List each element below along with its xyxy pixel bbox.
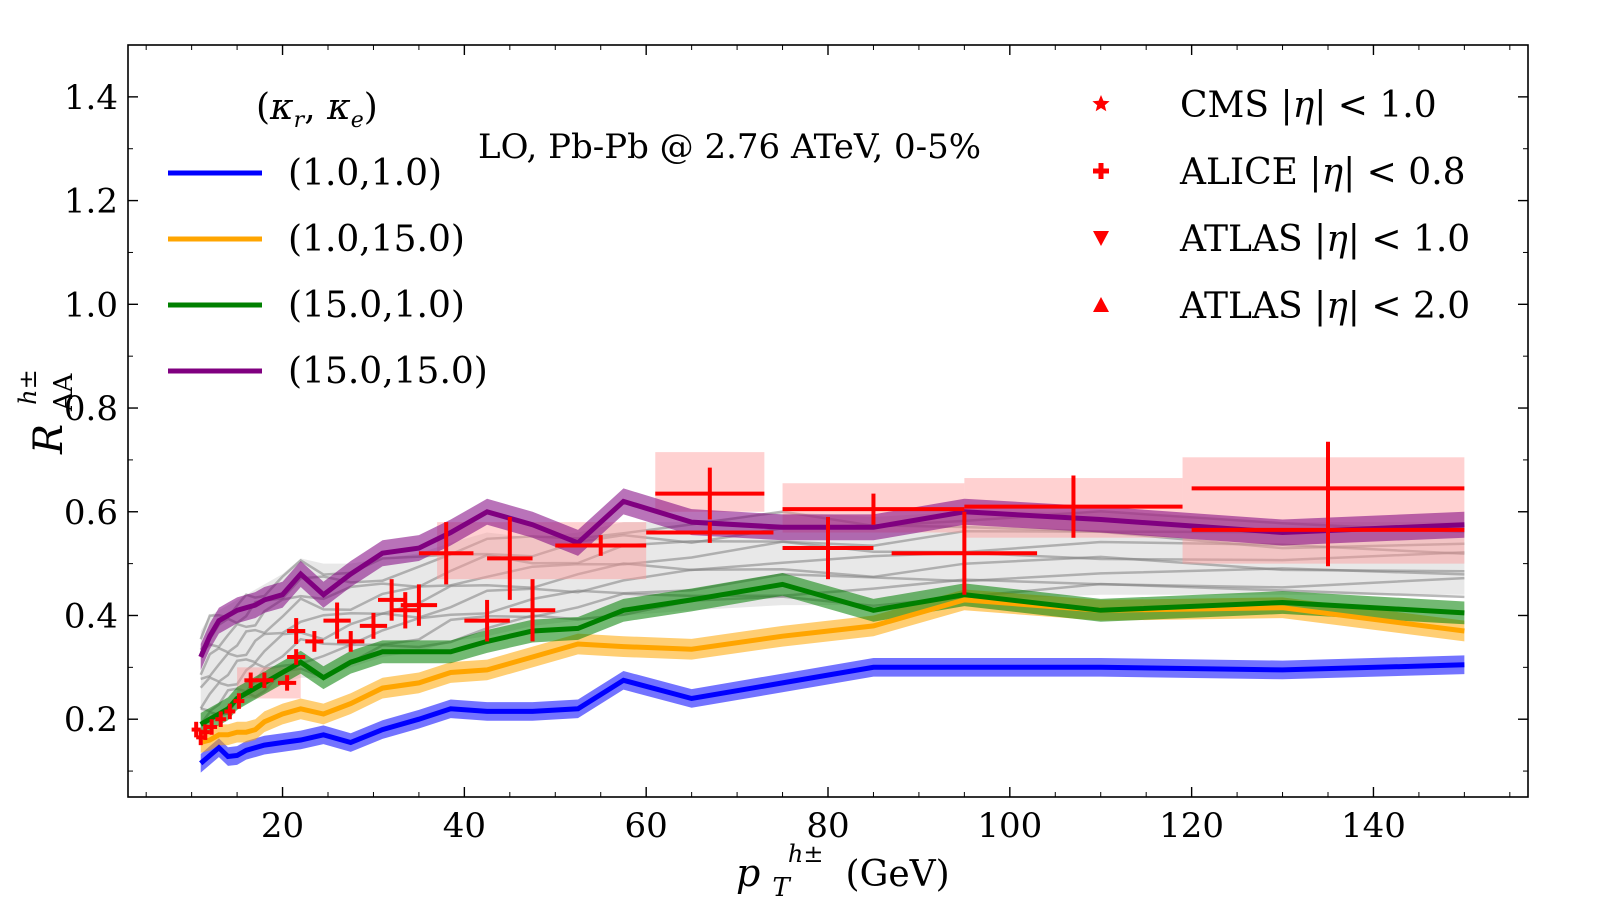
data-point	[400, 584, 438, 626]
legend-label: (1.0,15.0)	[288, 219, 465, 260]
data-point	[278, 675, 297, 691]
x-axis-label-sup: h±	[788, 840, 824, 868]
x-ticks: 20 40 60 80 100 120 140	[145, 45, 1511, 846]
y-tick-label: 1.4	[64, 78, 118, 118]
data-point	[287, 649, 306, 665]
y-axis-label-sup: h±	[14, 369, 42, 405]
x-tick-label: 100	[977, 806, 1042, 846]
legend-models: (κr, κe) (1.0,1.0) (1.0,15.0) (15.0,1.0) (1…	[168, 87, 488, 392]
series-band	[200, 572, 1465, 736]
legend-entry: (15.0,15.0)	[168, 351, 488, 392]
y-tick-label: 0.2	[64, 700, 118, 740]
y-tick-label: 0.6	[64, 493, 118, 533]
x-tick-label: 120	[1159, 806, 1224, 846]
triangle-up-icon	[1093, 297, 1109, 312]
data-point	[224, 703, 236, 720]
data-point	[337, 631, 365, 652]
gray-envelope	[200, 511, 1465, 730]
x-axis-label: p T h± (GeV)	[736, 827, 950, 900]
data-point	[206, 719, 218, 735]
data-point	[655, 467, 765, 520]
data-point	[509, 579, 556, 642]
data-point	[1191, 493, 1465, 567]
data-legend-entry: CMS |η| < 1.0	[1092, 85, 1437, 126]
legend-data: CMS |η| < 1.0 ALICE |η| < 0.8 ATLAS |η| < …	[1092, 85, 1470, 327]
legend-label: (1.0,1.0)	[288, 153, 442, 194]
y-axis-label-sub: AA	[49, 372, 79, 412]
data-point	[418, 522, 474, 585]
x-tick-label: 40	[443, 806, 486, 846]
y-ticks: 0.2 0.4 0.6 0.8 1.0 1.2 1.4	[64, 78, 1528, 772]
series-line	[199, 662, 1465, 766]
data-point	[391, 592, 419, 629]
data-point	[555, 535, 647, 556]
legend-title: (κr, κe)	[256, 87, 378, 133]
gray-curve	[199, 529, 1465, 654]
y-axis-label: R AA h±	[14, 361, 82, 455]
data-point	[287, 618, 306, 645]
y-tick-label: 0.8	[64, 389, 118, 429]
data-point	[200, 724, 210, 740]
data-point	[464, 599, 510, 642]
legend-label: (15.0,15.0)	[288, 351, 488, 392]
data-legend-label: ALICE |η| < 0.8	[1179, 152, 1466, 193]
data-point	[359, 612, 388, 639]
data-point	[646, 522, 774, 543]
data-point	[964, 475, 1183, 538]
x-tick-label: 60	[625, 806, 668, 846]
data-legend-label: ATLAS |η| < 1.0	[1179, 219, 1470, 260]
data-point	[782, 493, 965, 525]
data-legend-entry: ALICE |η| < 0.8	[1093, 152, 1466, 193]
data-point	[233, 693, 245, 709]
data-point	[305, 631, 324, 652]
gray-curve	[199, 555, 1465, 689]
data-point	[782, 516, 874, 580]
x-axis-label-unit: (GeV)	[846, 854, 950, 895]
x-tick-label: 80	[806, 806, 849, 846]
y-tick-label: 1.0	[64, 285, 118, 325]
data-legend-label: CMS |η| < 1.0	[1180, 85, 1437, 126]
legend-label: (15.0,1.0)	[288, 285, 465, 326]
chart-title: LO, Pb-Pb @ 2.76 ATeV, 0-5%	[478, 127, 981, 167]
data-point	[215, 711, 227, 727]
data-point	[487, 516, 533, 600]
series-line	[198, 498, 1465, 659]
legend-entry: (1.0,1.0)	[168, 153, 442, 194]
legend-entry: (1.0,15.0)	[168, 219, 465, 260]
series-band	[200, 488, 1465, 670]
data-legend-entry: ATLAS |η| < 1.0	[1093, 219, 1470, 260]
star-icon	[1092, 95, 1110, 112]
x-tick-label: 20	[261, 806, 304, 846]
data-point	[244, 672, 258, 689]
plus-icon	[1093, 163, 1109, 179]
data-legend-entry: ATLAS |η| < 2.0	[1093, 286, 1470, 327]
x-tick-label: 140	[1341, 806, 1406, 846]
x-axis-label-main: p	[736, 851, 760, 895]
gray-curve	[199, 567, 1465, 710]
sys-box	[1182, 457, 1465, 564]
y-axis-label-main: R	[26, 424, 72, 455]
data-legend-label: ATLAS |η| < 2.0	[1179, 286, 1470, 327]
data-point	[323, 602, 351, 639]
data-point	[255, 672, 274, 689]
series-line	[200, 597, 1465, 745]
data-points	[191, 441, 1465, 746]
triangle-down-icon	[1093, 231, 1109, 246]
y-tick-label: 1.2	[64, 182, 118, 222]
y-tick-label: 0.4	[64, 596, 118, 636]
data-point	[891, 511, 1038, 595]
data-point	[378, 579, 406, 621]
legend-entry: (15.0,1.0)	[168, 285, 465, 326]
x-axis-label-sub: T	[772, 873, 791, 900]
